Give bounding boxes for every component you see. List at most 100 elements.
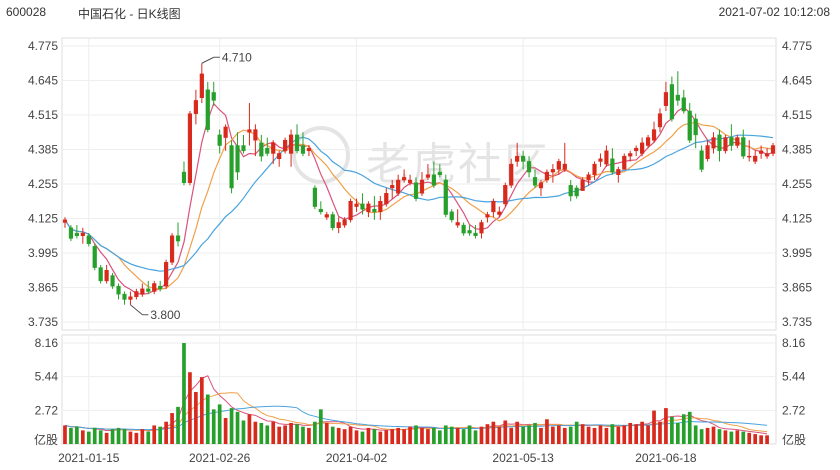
timestamp: 2021-07-02 10:12:08 xyxy=(718,5,830,19)
candle-body xyxy=(330,214,335,229)
volume-bar xyxy=(497,426,502,444)
volume-bar xyxy=(426,429,430,444)
candle-body xyxy=(74,232,79,237)
volume-bar xyxy=(324,422,329,444)
candle-body xyxy=(747,155,752,158)
volume-bar xyxy=(396,427,401,444)
candle-body xyxy=(753,155,758,162)
volume-bar xyxy=(69,427,73,444)
price-tick-label-right: 4.645 xyxy=(782,74,812,88)
price-tick-label-left: 4.775 xyxy=(28,39,58,53)
volume-unit-label-right: 亿股 xyxy=(782,432,806,447)
candle-body xyxy=(158,285,163,290)
volume-bar xyxy=(241,420,246,444)
volume-bar xyxy=(503,420,508,444)
volume-bar xyxy=(301,426,305,444)
candle-body xyxy=(675,94,680,101)
volume-bar xyxy=(455,427,460,444)
candle-body xyxy=(592,163,597,175)
volume-bar xyxy=(122,429,127,444)
candle-body xyxy=(640,142,645,154)
volume-bar xyxy=(110,429,115,444)
volume-panel-frame xyxy=(61,334,777,445)
volume-bar xyxy=(229,408,234,444)
price-tick-label-right: 3.995 xyxy=(782,246,812,260)
volume-bar xyxy=(259,422,264,444)
candle-body xyxy=(152,283,157,292)
volume-bar xyxy=(670,416,674,444)
candle-body xyxy=(693,118,698,136)
candle-body xyxy=(532,177,538,186)
candle-body xyxy=(723,137,728,152)
volume-bar xyxy=(98,430,103,444)
price-tick-label-right: 4.385 xyxy=(782,143,812,157)
volume-bar xyxy=(116,427,121,444)
candle-body xyxy=(283,139,288,152)
volume-bar xyxy=(628,422,633,444)
volume-bar xyxy=(247,414,252,444)
candle-body xyxy=(223,126,228,138)
price-tick-label-right: 4.775 xyxy=(782,39,812,53)
candle-body xyxy=(181,171,187,183)
volume-bar xyxy=(176,406,180,444)
candle-body xyxy=(62,219,68,223)
volume-bar xyxy=(461,429,466,444)
candle-body xyxy=(556,161,561,170)
volume-bar xyxy=(747,432,752,444)
watermark-logo-icon xyxy=(292,126,350,184)
candle-body xyxy=(669,84,674,120)
annotation-leader xyxy=(201,56,215,64)
annotation-label: 3.800 xyxy=(150,308,180,322)
candle-body xyxy=(98,267,103,282)
price-tick-label-right: 4.515 xyxy=(782,108,812,122)
volume-bar xyxy=(551,426,555,444)
candle-body xyxy=(199,73,204,99)
candle-body xyxy=(461,224,466,234)
volume-bar xyxy=(545,419,549,444)
candle-body xyxy=(610,158,615,173)
volume-bar xyxy=(194,392,198,444)
candle-body xyxy=(443,179,448,215)
candle-body xyxy=(253,129,258,141)
candle-body xyxy=(622,155,627,170)
volume-bar xyxy=(509,427,514,444)
price-tick-label-left: 3.865 xyxy=(28,281,58,295)
volume-bar xyxy=(491,421,496,444)
volume-bar xyxy=(158,426,163,444)
candle-body xyxy=(544,171,550,181)
volume-bar xyxy=(598,425,603,444)
candle-body xyxy=(574,187,579,197)
chart-title: 中国石化 - 日K线图 xyxy=(78,7,181,21)
candle-body xyxy=(271,142,276,154)
volume-bar xyxy=(741,431,746,444)
candle-body xyxy=(277,153,282,160)
volume-bar xyxy=(592,427,597,444)
volume-bar xyxy=(354,430,359,444)
candle-body xyxy=(413,182,419,199)
candle-body xyxy=(146,288,151,292)
price-tick-label-left: 4.255 xyxy=(28,177,58,191)
volume-bar xyxy=(437,430,442,444)
price-tick-label-left: 4.125 xyxy=(28,212,58,226)
volume-bar xyxy=(348,426,353,444)
candle-body xyxy=(402,177,407,181)
volume-bar xyxy=(307,427,311,444)
candle-body xyxy=(336,222,341,229)
candle-body xyxy=(616,169,621,175)
candle-body xyxy=(497,211,502,215)
volume-bar xyxy=(449,426,454,444)
candle-body xyxy=(729,137,734,146)
volume-bar xyxy=(390,429,395,444)
candle-body xyxy=(741,137,746,157)
candle-body xyxy=(473,232,478,237)
candle-body xyxy=(378,201,383,213)
volume-bar xyxy=(277,426,282,444)
volume-bar xyxy=(610,424,615,444)
volume-bar xyxy=(622,425,627,444)
ma5-line xyxy=(64,102,774,295)
candle-body xyxy=(699,150,704,170)
candle-body xyxy=(80,232,85,237)
candle-body xyxy=(294,134,300,152)
candle-body xyxy=(384,193,389,205)
